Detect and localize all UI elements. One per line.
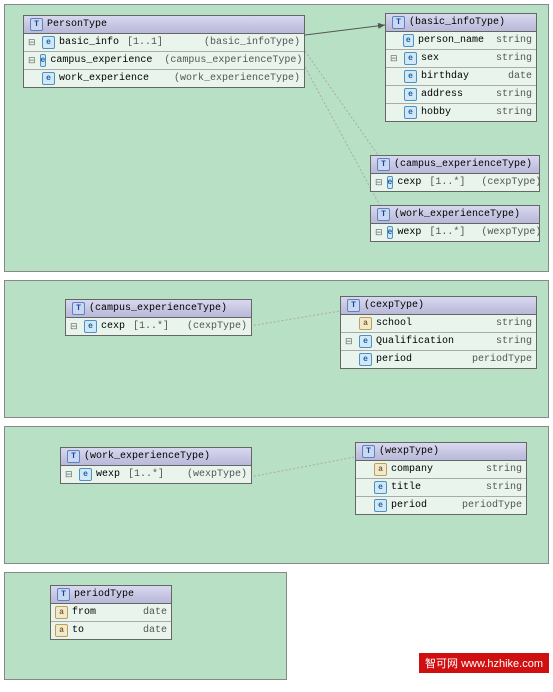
panel-2: T(campus_experienceType) ⊟ecexp[1..*](ce… <box>4 280 549 418</box>
entity-wexptype: T(wexpType) acompanystring etitlestring … <box>355 442 527 515</box>
entity-periodtype: TperiodType afromdate atodate <box>50 585 172 640</box>
entity-campusexptype: T(campus_experienceType) ⊟ecexp[1..*](ce… <box>370 155 540 192</box>
panel-1: T PersonType ⊟ebasic_info[1..1](basic_in… <box>4 4 549 272</box>
entity-workexptype: T(work_experienceType) ⊟ewexp[1..*](wexp… <box>370 205 540 242</box>
type-icon: T <box>30 18 43 31</box>
element-icon: e <box>40 54 47 67</box>
element-icon: e <box>42 36 55 49</box>
entity-header: T PersonType <box>24 16 304 34</box>
entity-workexptype2: T(work_experienceType) ⊟ewexp[1..*](wexp… <box>60 447 252 484</box>
entity-basicinfotype: T(basic_infoType) eperson_namestring ⊟es… <box>385 13 537 122</box>
watermark: 智可网 www.hzhike.com <box>419 653 549 673</box>
row: ework_experience(work_experienceType) <box>24 70 304 87</box>
row: ⊟ecampus_experience(campus_experienceTyp… <box>24 52 304 70</box>
entity-cexptype: T(cexpType) aschoolstring ⊟eQualificatio… <box>340 296 537 369</box>
row: ⊟ebasic_info[1..1](basic_infoType) <box>24 34 304 52</box>
panel-4: TperiodType afromdate atodate <box>4 572 287 680</box>
entity-title: PersonType <box>47 19 107 30</box>
entity-persontype: T PersonType ⊟ebasic_info[1..1](basic_in… <box>23 15 305 88</box>
type-icon: T <box>392 16 405 29</box>
panel-3: T(work_experienceType) ⊟ewexp[1..*](wexp… <box>4 426 549 564</box>
entity-campusexptype2: T(campus_experienceType) ⊟ecexp[1..*](ce… <box>65 299 252 336</box>
element-icon: e <box>42 72 55 85</box>
